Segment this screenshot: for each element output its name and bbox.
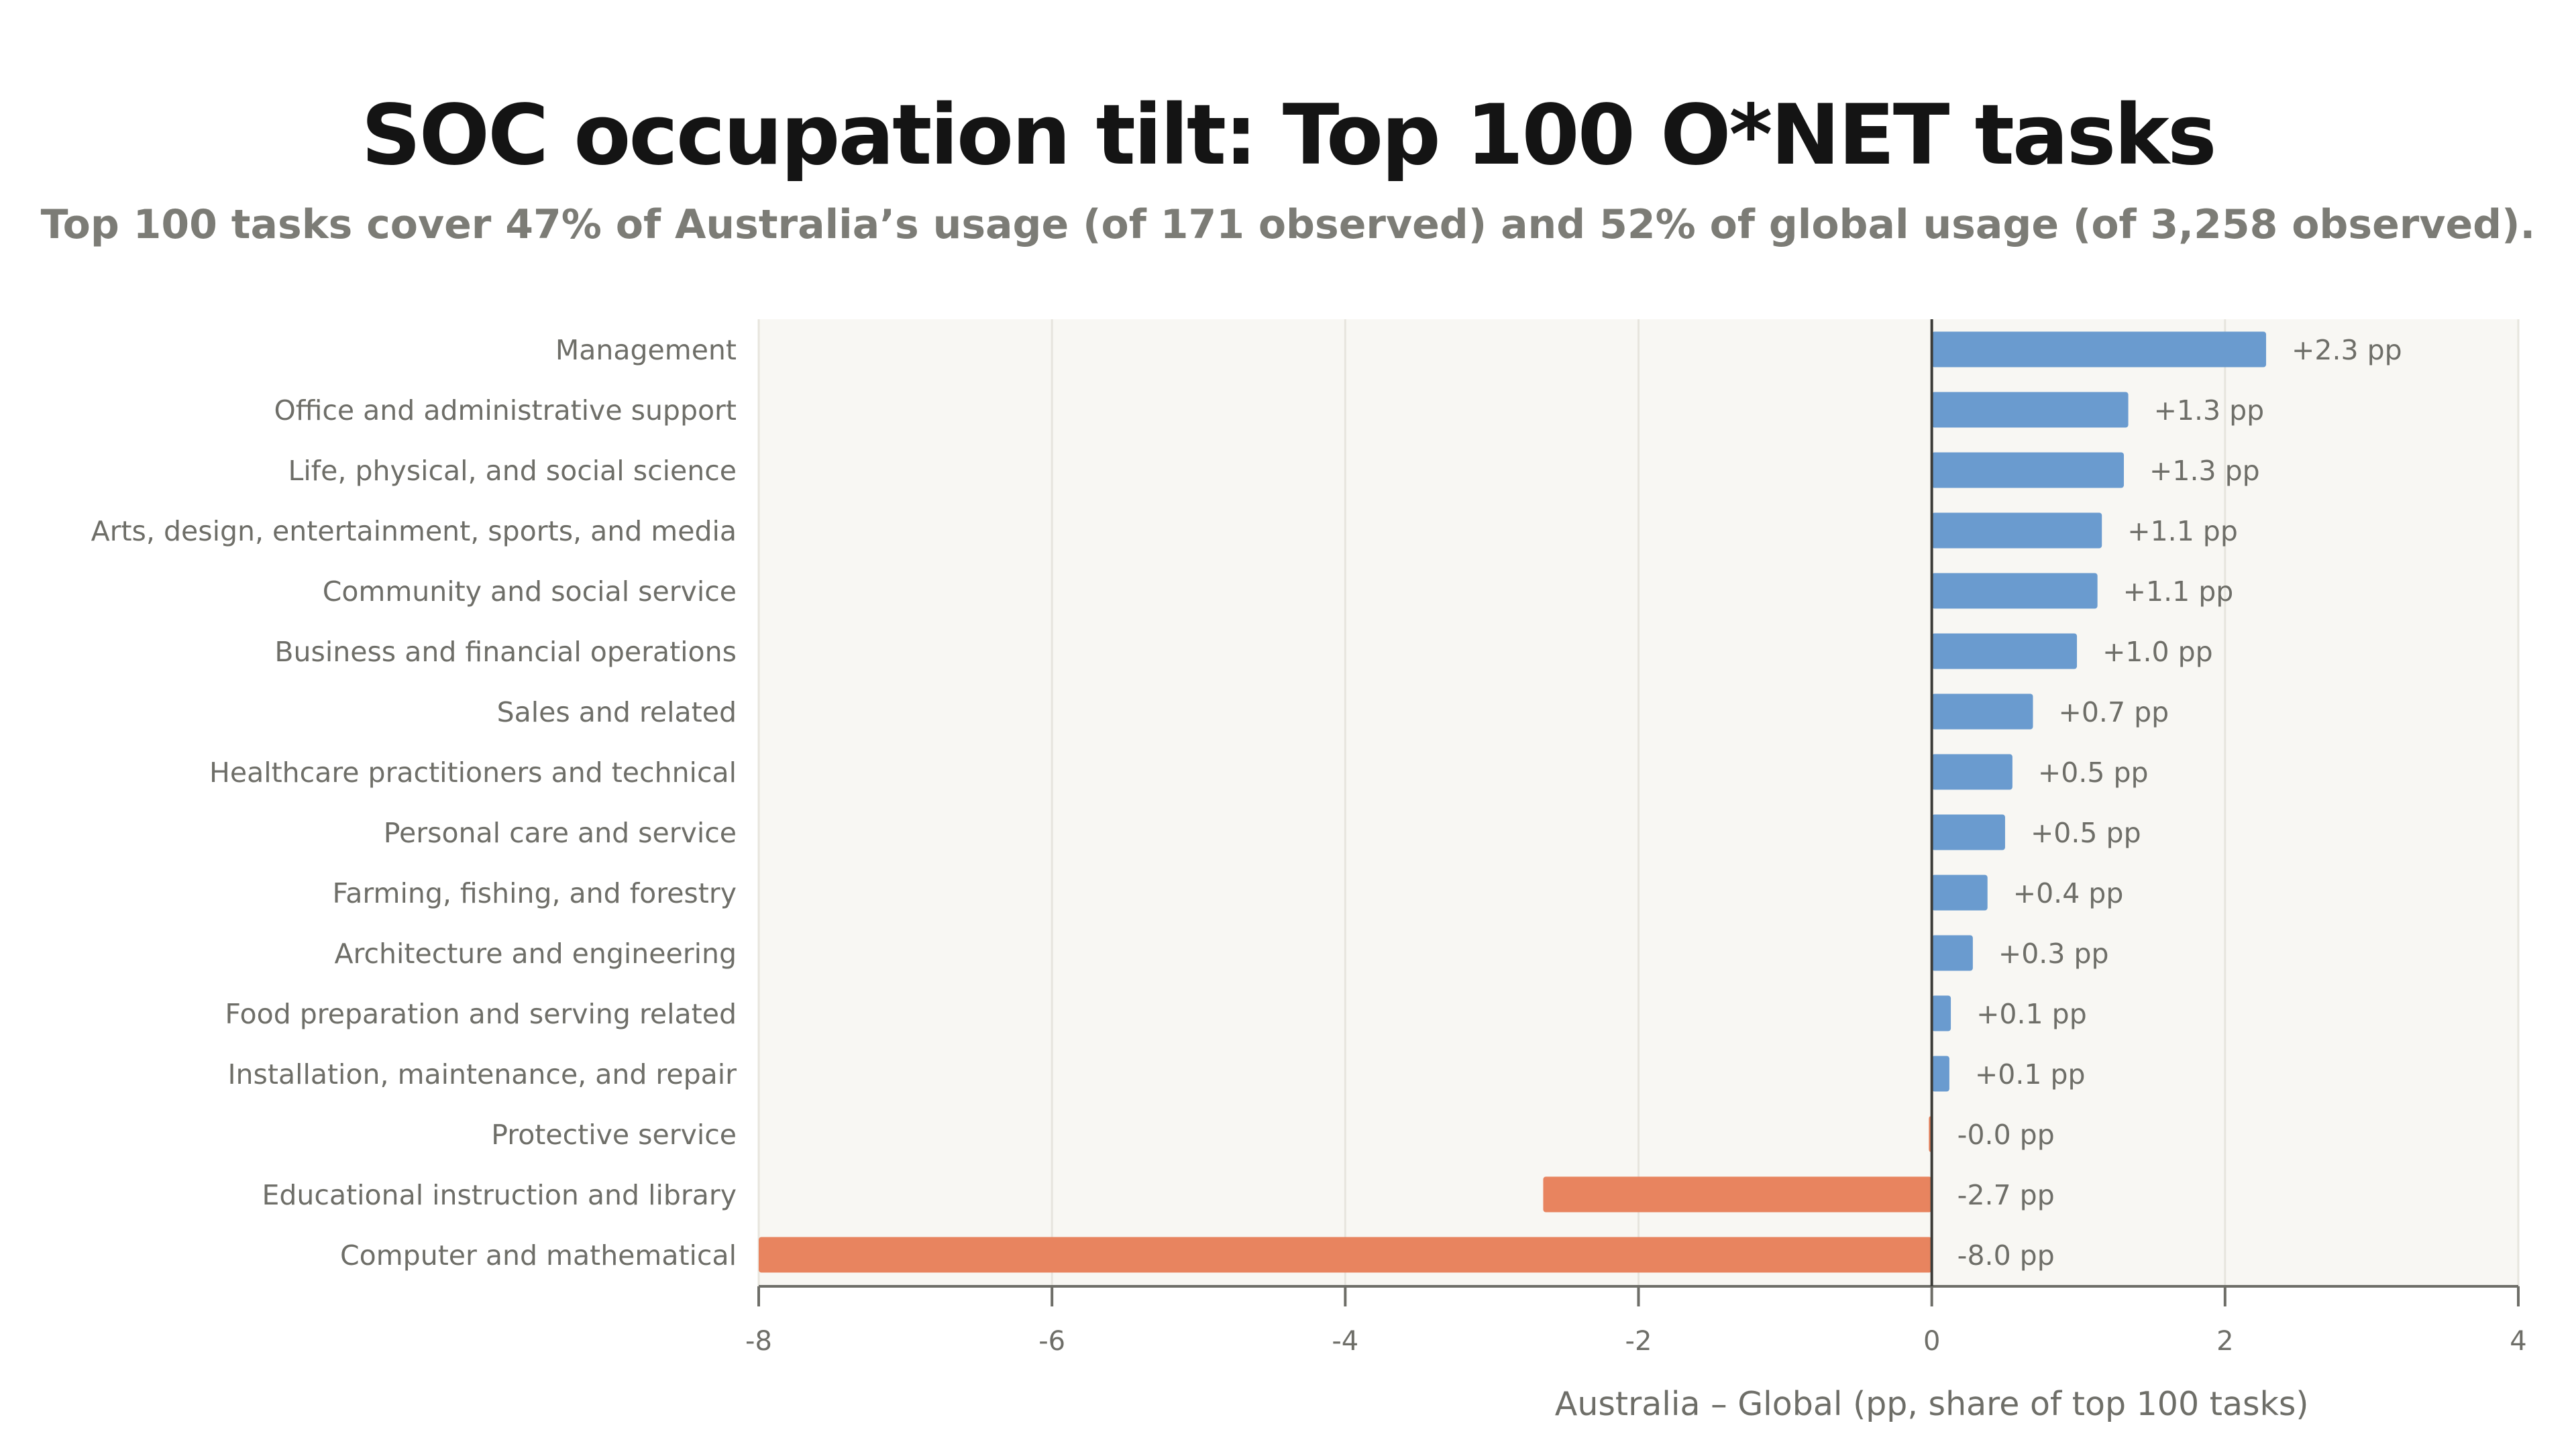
- bar: [1931, 452, 2125, 488]
- chart-title: SOC occupation tilt: Top 100 O*NET tasks: [361, 87, 2216, 184]
- value-label: +0.1 pp: [1975, 1058, 2086, 1090]
- value-label: +1.0 pp: [2102, 636, 2213, 668]
- value-label: +1.3 pp: [2154, 394, 2265, 427]
- value-label: -2.7 pp: [1957, 1179, 2055, 1211]
- bar: [759, 1237, 1932, 1273]
- x-tick-label: -8: [745, 1326, 772, 1357]
- value-label: +0.5 pp: [2031, 817, 2141, 849]
- x-axis-title: Australia – Global (pp, share of top 100…: [1555, 1385, 2309, 1423]
- category-label: Life, physical, and social science: [288, 455, 737, 487]
- category-label: Educational instruction and library: [262, 1179, 737, 1211]
- bar: [1931, 331, 2267, 368]
- x-tick-label: -6: [1038, 1326, 1065, 1357]
- bar: [1931, 814, 2005, 850]
- bar: [1931, 875, 1988, 911]
- category-label: Personal care and service: [384, 817, 737, 849]
- bar: [1931, 995, 1951, 1031]
- category-label: Office and administrative support: [274, 394, 737, 427]
- value-label: +0.3 pp: [1998, 938, 2109, 970]
- category-label: Management: [555, 334, 737, 366]
- value-label: +0.4 pp: [2013, 877, 2124, 909]
- bar: [1931, 693, 2033, 730]
- bar: [1931, 754, 2012, 790]
- bar: [1931, 935, 1973, 971]
- bar: [1931, 392, 2129, 428]
- category-label: Food preparation and serving related: [225, 998, 737, 1030]
- x-tick-label: 2: [2216, 1326, 2233, 1357]
- bar: [1931, 573, 2098, 609]
- value-label: +0.5 pp: [2038, 757, 2149, 789]
- chart-subtitle: Top 100 tasks cover 47% of Australia’s u…: [40, 201, 2536, 248]
- value-label: +0.7 pp: [2058, 696, 2169, 728]
- value-label: +1.1 pp: [2123, 575, 2234, 608]
- bar: [1543, 1176, 1932, 1213]
- category-label: Computer and mathematical: [340, 1239, 737, 1272]
- category-label: Farming, fishing, and forestry: [332, 877, 737, 909]
- category-label: Sales and related: [497, 696, 737, 728]
- category-label: Protective service: [491, 1119, 737, 1151]
- value-label: +1.3 pp: [2149, 455, 2260, 487]
- category-label: Architecture and engineering: [334, 938, 737, 970]
- value-label: +2.3 pp: [2292, 334, 2402, 366]
- x-tick-label: -4: [1332, 1326, 1358, 1357]
- bar: [1931, 512, 2102, 549]
- value-label: -8.0 pp: [1957, 1239, 2055, 1272]
- category-label: Installation, maintenance, and repair: [227, 1058, 737, 1090]
- value-label: +0.1 pp: [1976, 998, 2087, 1030]
- category-label: Healthcare practitioners and technical: [209, 757, 737, 789]
- value-label: -0.0 pp: [1957, 1119, 2055, 1151]
- bar: [1931, 1056, 1949, 1092]
- x-tick-label: 4: [2510, 1326, 2526, 1357]
- bar: [1931, 633, 2078, 669]
- category-label: Arts, design, entertainment, sports, and…: [91, 515, 737, 547]
- x-tick-label: 0: [1923, 1326, 1940, 1357]
- value-label: +1.1 pp: [2127, 515, 2238, 547]
- x-tick-label: -2: [1625, 1326, 1652, 1357]
- category-label: Community and social service: [323, 575, 737, 608]
- category-label: Business and financial operations: [274, 636, 737, 668]
